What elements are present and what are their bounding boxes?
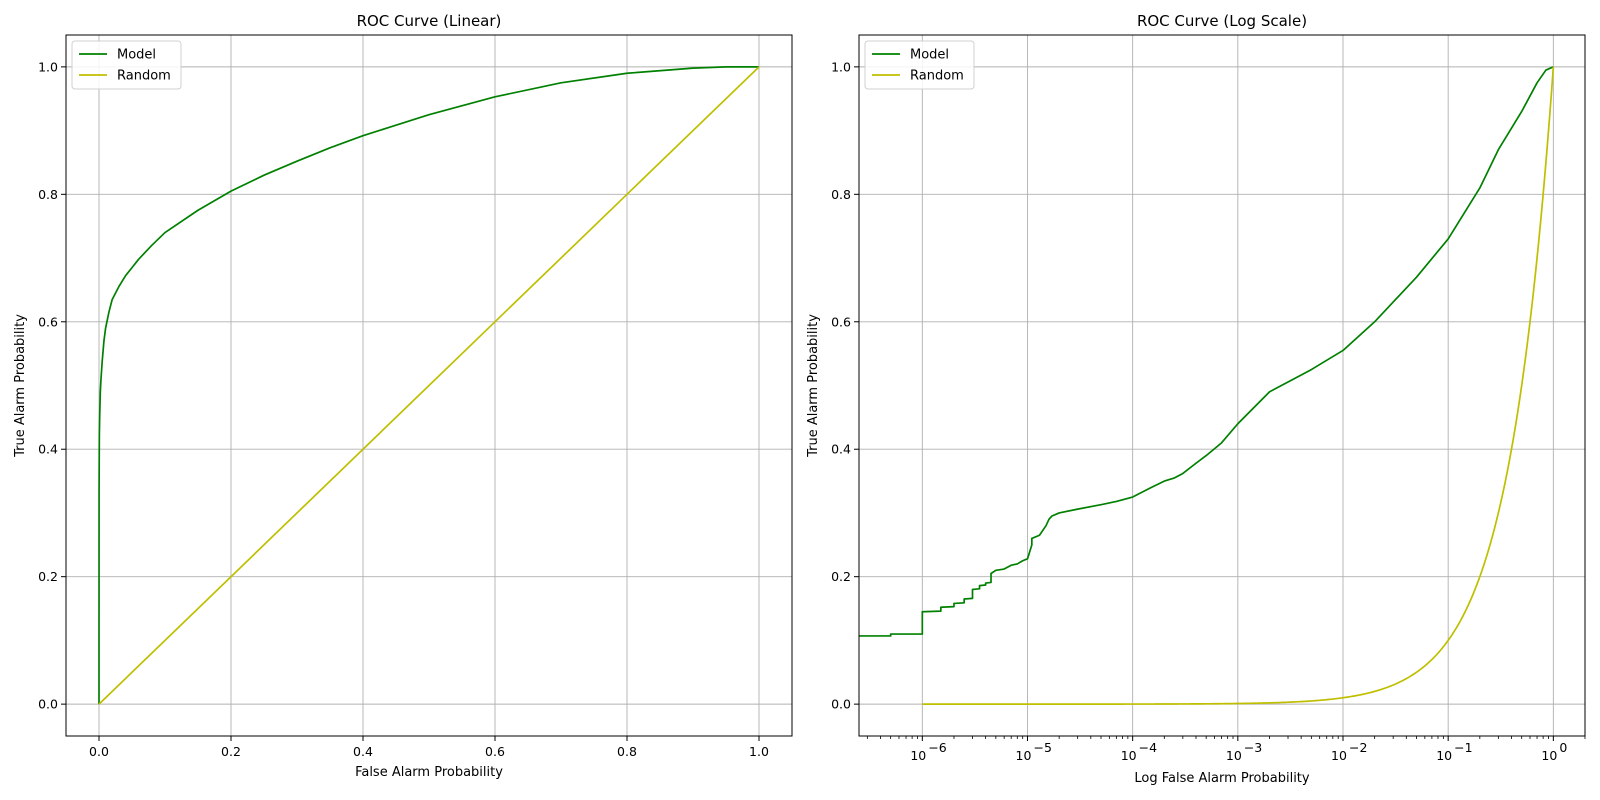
y-tick-label: 0.8 — [831, 187, 851, 202]
x-tick-label: 0.6 — [485, 744, 505, 759]
y-tick-label: 1.0 — [38, 59, 58, 74]
roc-log-panel: ROC Curve (Log Scale) 10−610−510−410−310… — [806, 12, 1586, 786]
y-axis-label: True Alarm Probability — [13, 314, 28, 458]
series-line-random — [922, 66, 1555, 705]
series-line-random — [98, 66, 760, 705]
y-tick-label: 0.2 — [831, 569, 851, 584]
x-tick-label: 10 — [1226, 748, 1242, 763]
chart-title: ROC Curve (Linear) — [357, 12, 502, 30]
y-axis-label: True Alarm Probability — [806, 314, 821, 458]
x-tick-label: 10 — [1016, 748, 1032, 763]
x-tick-label: 10 — [1331, 748, 1347, 763]
y-tick-label: 0.6 — [831, 314, 851, 329]
ticks: 10−610−510−410−310−210−11000.00.20.40.60… — [831, 59, 1586, 763]
x-tick-label: 10 — [910, 748, 926, 763]
x-tick-label: 10 — [1541, 748, 1557, 763]
y-tick-label: 0.0 — [831, 697, 851, 712]
x-tick-label: 0.2 — [221, 744, 241, 759]
ticks: 0.0 0.2 0.4 0.6 0.8 1.0 0.0 0.2 0.4 0.6 0.8 1.0 — [38, 59, 769, 759]
series-group — [98, 66, 760, 705]
x-tick-label: 1.0 — [749, 744, 769, 759]
y-tick-label: 0.8 — [38, 187, 58, 202]
plot-frame — [858, 34, 1586, 737]
plot-frame — [65, 34, 793, 737]
x-tick-label: 0.0 — [89, 744, 109, 759]
y-tick-label: 0.4 — [38, 442, 58, 457]
grid — [859, 35, 1585, 736]
x-tick-label-exponent: −3 — [1244, 740, 1262, 755]
legend-label-random: Random — [910, 69, 964, 84]
x-tick-label-exponent: −6 — [928, 740, 946, 755]
legend-label-model: Model — [910, 48, 949, 63]
legend-label-random: Random — [117, 69, 171, 84]
x-tick-label: 0.8 — [617, 744, 637, 759]
roc-linear-panel: ROC Curve (Linear) 0.0 0.2 0.4 0.6 0.8 1.00.0… — [13, 12, 793, 780]
grid — [66, 35, 792, 736]
x-axis-label: False Alarm Probability — [355, 765, 503, 780]
x-tick-label: 10 — [1436, 748, 1452, 763]
series-group — [859, 66, 1555, 705]
x-tick-label-exponent: −2 — [1349, 740, 1367, 755]
legend-label-model: Model — [117, 48, 156, 63]
y-tick-label: 1.0 — [831, 59, 851, 74]
chart-title: ROC Curve (Log Scale) — [1137, 12, 1307, 30]
x-tick-label: 0.4 — [353, 744, 373, 759]
series-line-model — [859, 66, 1554, 637]
legend: Model Random — [864, 40, 975, 90]
legend-box — [864, 40, 975, 90]
y-tick-label: 0.6 — [38, 314, 58, 329]
x-tick-label-exponent: 0 — [1559, 740, 1567, 755]
x-tick-label-exponent: −5 — [1033, 740, 1051, 755]
y-tick-label: 0.0 — [38, 697, 58, 712]
x-tick-label-exponent: −4 — [1139, 740, 1157, 755]
y-tick-label: 0.4 — [831, 442, 851, 457]
series-line-model — [98, 66, 759, 705]
legend-box — [71, 40, 182, 90]
y-tick-label: 0.2 — [38, 569, 58, 584]
legend: Model Random — [71, 40, 182, 90]
x-tick-label: 10 — [1121, 748, 1137, 763]
x-tick-label-exponent: −1 — [1454, 740, 1472, 755]
x-axis-label: Log False Alarm Probability — [1134, 771, 1310, 786]
